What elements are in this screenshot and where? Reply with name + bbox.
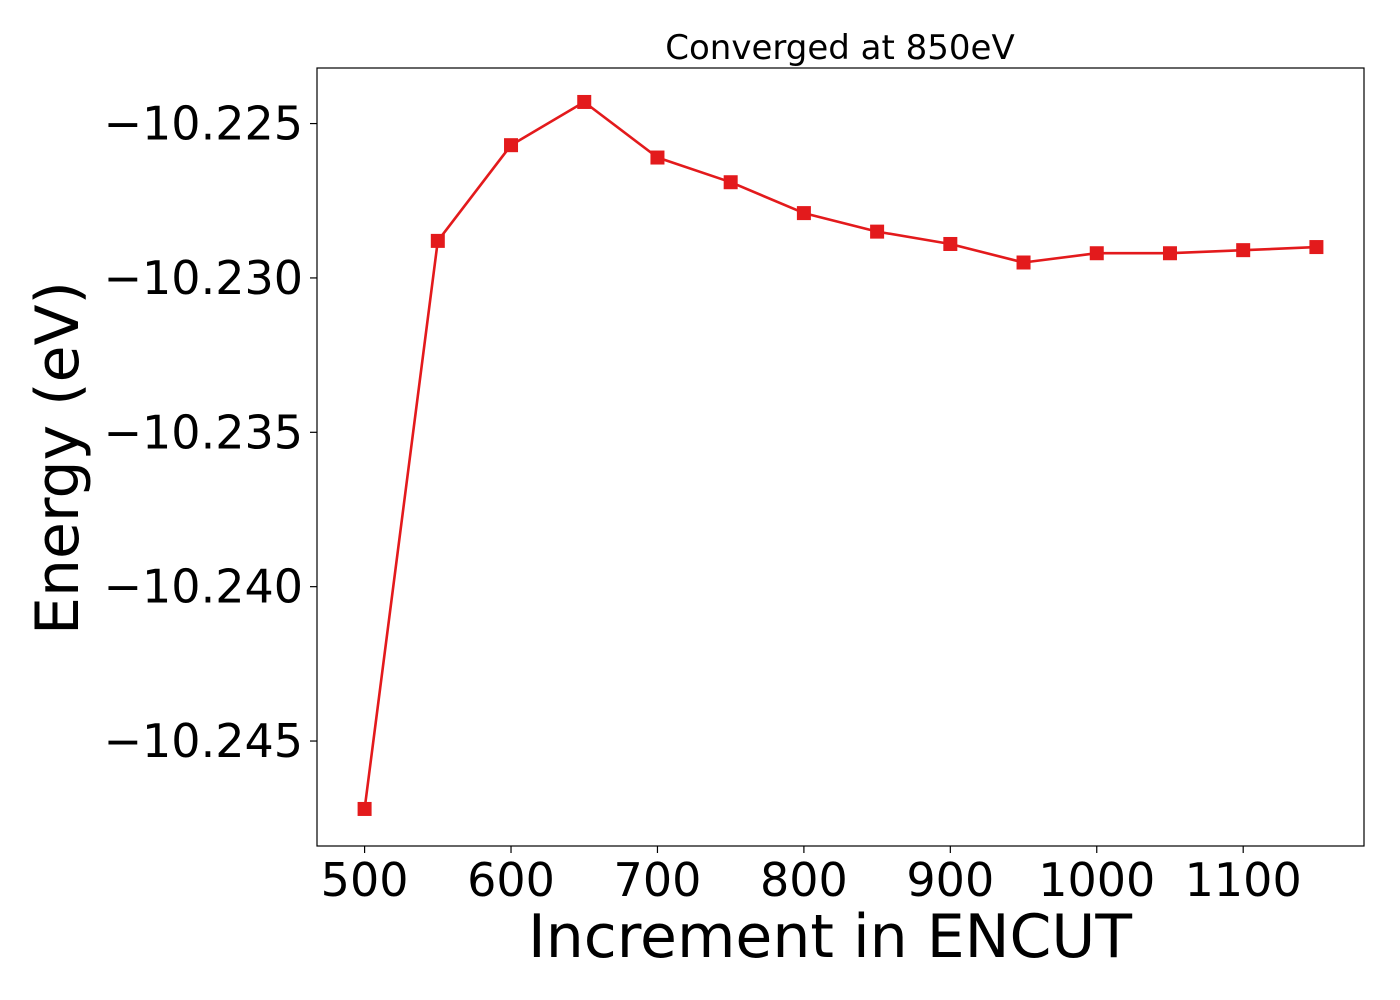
data-point-marker [943, 236, 958, 251]
y-tick-label: −10.230 [104, 251, 304, 305]
x-tick-label: 1100 [1185, 853, 1302, 907]
x-tick-label: 500 [321, 853, 409, 907]
x-tick-label: 900 [906, 853, 994, 907]
data-point-marker [723, 175, 738, 190]
data-point-marker [870, 224, 885, 239]
data-point-marker [796, 206, 811, 221]
data-point-marker [1162, 246, 1177, 261]
x-tick-label: 600 [467, 853, 555, 907]
x-tick-label: 800 [760, 853, 848, 907]
data-point-marker [1016, 255, 1031, 270]
y-axis-ticks: −10.245 −10.240 −10.235 −10.230 −10.225 [104, 97, 317, 768]
y-tick-label: −10.225 [104, 97, 304, 151]
data-point-marker [1236, 243, 1251, 258]
plot-area-frame [316, 67, 1365, 847]
data-series-layer [357, 94, 1324, 816]
y-tick-label: −10.235 [104, 405, 304, 459]
data-point-marker [504, 138, 519, 153]
data-point-marker [357, 801, 372, 816]
data-point-marker [577, 94, 592, 109]
data-point-marker [1309, 240, 1324, 255]
x-tick-label: 700 [614, 853, 702, 907]
data-point-marker [1089, 246, 1104, 261]
x-axis-ticks: 500 600 700 800 900 1000 1100 [321, 846, 1302, 907]
chart-title: Converged at 850eV [665, 28, 1014, 68]
x-axis-label: Increment in ENCUT [528, 902, 1132, 972]
data-point-marker [430, 233, 445, 248]
data-point-marker [650, 150, 665, 165]
y-tick-label: −10.245 [104, 714, 304, 768]
y-tick-label: −10.240 [104, 560, 304, 614]
series-line [363, 100, 1317, 810]
y-axis-label: Energy (eV) [23, 281, 93, 635]
x-tick-label: 1000 [1038, 853, 1155, 907]
